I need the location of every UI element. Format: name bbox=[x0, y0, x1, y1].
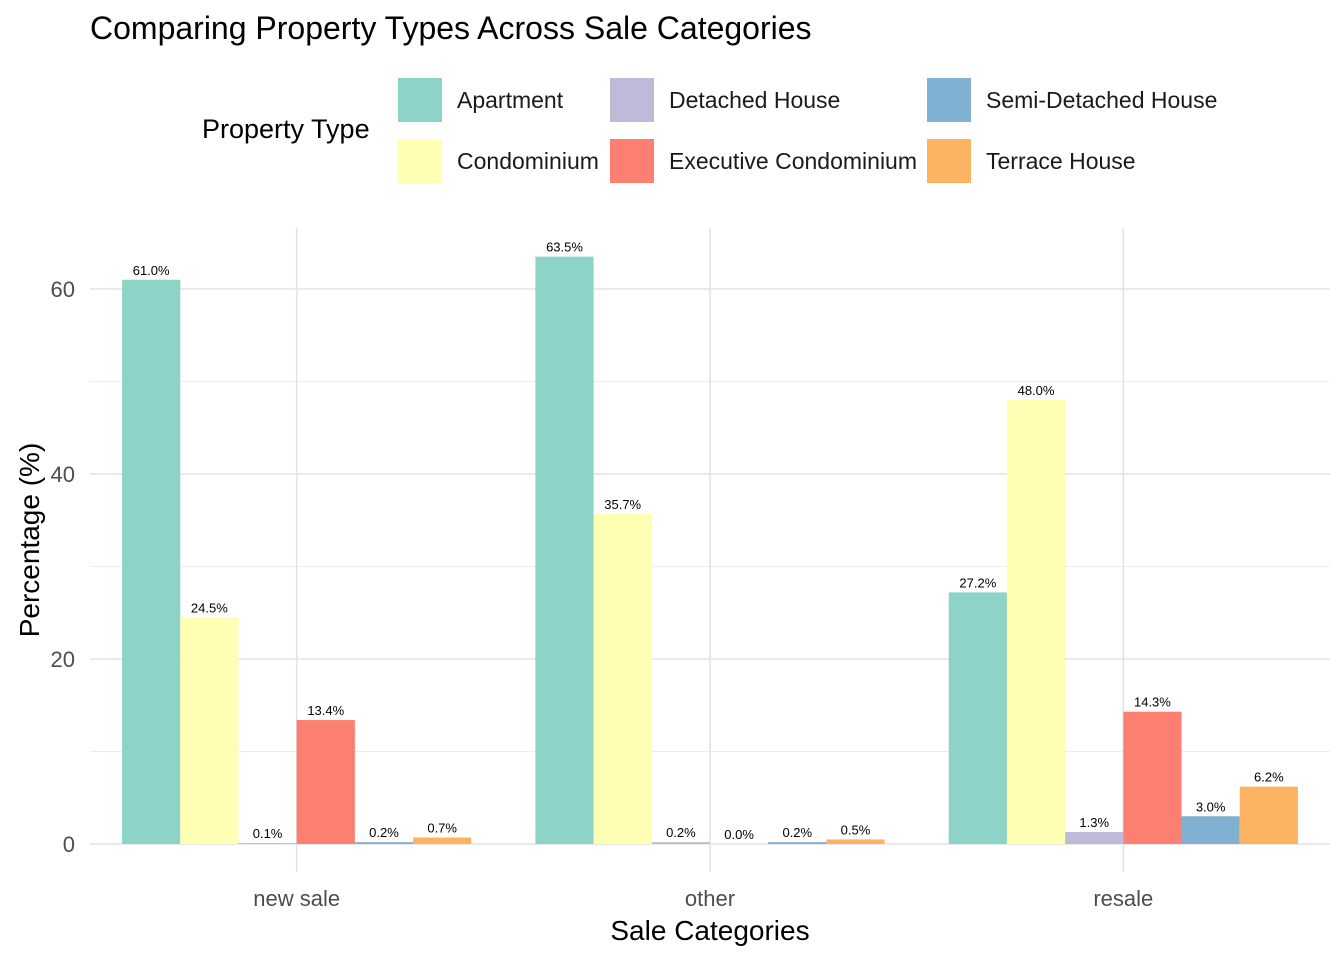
bar bbox=[1239, 786, 1298, 844]
legend-label: Executive Condominium bbox=[669, 147, 918, 174]
bar-value-label: 0.7% bbox=[427, 821, 457, 836]
y-tick-label: 20 bbox=[51, 647, 75, 672]
legend-item: Semi-Detached House bbox=[927, 78, 1217, 122]
bar bbox=[948, 592, 1007, 844]
bar-value-label: 0.0% bbox=[724, 827, 754, 842]
bar-value-label: 6.2% bbox=[1254, 770, 1284, 785]
bar-value-label: 1.3% bbox=[1079, 815, 1109, 830]
legend-title: Property Type bbox=[202, 114, 370, 144]
bar bbox=[122, 279, 181, 844]
bar-value-label: 48.0% bbox=[1018, 383, 1055, 398]
legend-item: Terrace House bbox=[927, 139, 1136, 183]
legend-swatch bbox=[398, 78, 442, 122]
bar-value-label: 3.0% bbox=[1196, 799, 1226, 814]
y-tick-label: 0 bbox=[63, 832, 75, 857]
y-tick-label: 40 bbox=[51, 462, 75, 487]
x-tick-label: new sale bbox=[253, 886, 340, 911]
bar-value-label: 0.5% bbox=[841, 822, 871, 837]
legend-label: Semi-Detached House bbox=[986, 86, 1218, 113]
legend-swatch bbox=[610, 139, 654, 183]
bar bbox=[1006, 400, 1066, 844]
bar-value-label: 63.5% bbox=[546, 240, 583, 255]
legend-label: Condominium bbox=[457, 147, 599, 174]
bar-value-label: 35.7% bbox=[604, 497, 641, 512]
legend-item: Executive Condominium bbox=[610, 139, 917, 183]
legend-item: Condominium bbox=[398, 139, 599, 183]
bar bbox=[593, 513, 652, 844]
legend-item: Detached House bbox=[610, 78, 840, 122]
legend-label: Apartment bbox=[457, 86, 564, 113]
legend-swatch bbox=[610, 78, 654, 122]
bar bbox=[413, 837, 472, 844]
bar-value-label: 14.3% bbox=[1134, 695, 1171, 710]
bar bbox=[1123, 711, 1182, 844]
bar bbox=[826, 839, 885, 844]
bar bbox=[354, 842, 414, 844]
bar bbox=[1065, 831, 1124, 844]
legend-swatch bbox=[927, 78, 971, 122]
chart-title: Comparing Property Types Across Sale Cat… bbox=[90, 10, 812, 46]
x-tick-label: other bbox=[685, 886, 735, 911]
y-axis-title: Percentage (%) bbox=[14, 443, 45, 638]
bar-value-label: 61.0% bbox=[133, 263, 170, 278]
x-tick-label: resale bbox=[1093, 886, 1153, 911]
y-tick-label: 60 bbox=[51, 277, 75, 302]
bar bbox=[1181, 816, 1240, 844]
bar-value-label: 0.2% bbox=[782, 825, 812, 840]
legend-swatch bbox=[927, 139, 971, 183]
legend-label: Detached House bbox=[669, 86, 841, 113]
bar-value-label: 0.2% bbox=[369, 825, 399, 840]
bar bbox=[238, 843, 297, 844]
bar bbox=[296, 720, 355, 844]
legend-swatch bbox=[398, 139, 442, 183]
bar bbox=[768, 842, 827, 844]
bar bbox=[651, 842, 710, 844]
x-axis-title: Sale Categories bbox=[610, 915, 809, 946]
bar-value-label: 24.5% bbox=[191, 600, 228, 615]
bar-value-label: 27.2% bbox=[959, 575, 996, 590]
legend-item: Apartment bbox=[398, 78, 563, 122]
bar-value-label: 0.1% bbox=[253, 826, 283, 841]
bar-value-label: 13.4% bbox=[307, 703, 344, 718]
bar bbox=[535, 256, 594, 844]
bar bbox=[180, 617, 239, 844]
legend-label: Terrace House bbox=[986, 147, 1136, 174]
bar-value-label: 0.2% bbox=[666, 825, 696, 840]
